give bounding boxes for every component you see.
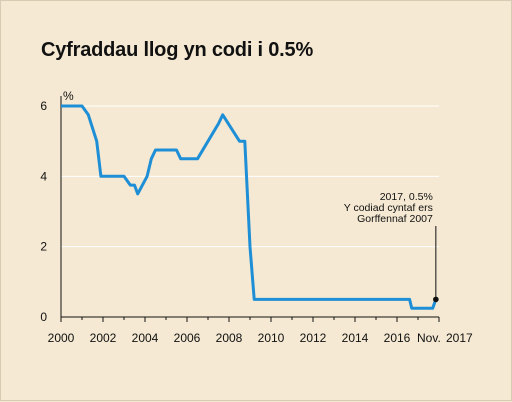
x-tick-label: 2004 <box>132 331 159 345</box>
x-tick-label: 2014 <box>342 331 369 345</box>
annotation-text: Gorffennaf 2007 <box>357 213 433 225</box>
annotation-text: Y codiad cyntaf ers <box>344 202 433 214</box>
x-tick-label: 2010 <box>258 331 285 345</box>
x-tick-label: 2012 <box>300 331 327 345</box>
annotation-text: 2017, 0.5% <box>380 191 433 203</box>
y-tick-label: 2 <box>40 240 47 254</box>
x-tick-label: 2008 <box>216 331 243 345</box>
x-tick-label: 2006 <box>174 331 201 345</box>
series-line <box>61 104 438 310</box>
x-tick-label: 2016 <box>384 331 411 345</box>
x-tick-label: 2002 <box>90 331 117 345</box>
y-tick-label: 4 <box>40 169 47 183</box>
x-tick-label: 2000 <box>48 331 75 345</box>
x-tick-label-month: Nov. <box>417 331 441 345</box>
x-tick-label-year: 2017 <box>446 331 473 345</box>
y-tick-label: 6 <box>40 99 47 113</box>
y-tick-label: 0 <box>40 310 47 324</box>
chart-title: Cyfraddau llog yn codi i 0.5% <box>41 39 314 61</box>
y-axis-label: % <box>63 89 74 103</box>
annotation-point <box>433 296 439 303</box>
